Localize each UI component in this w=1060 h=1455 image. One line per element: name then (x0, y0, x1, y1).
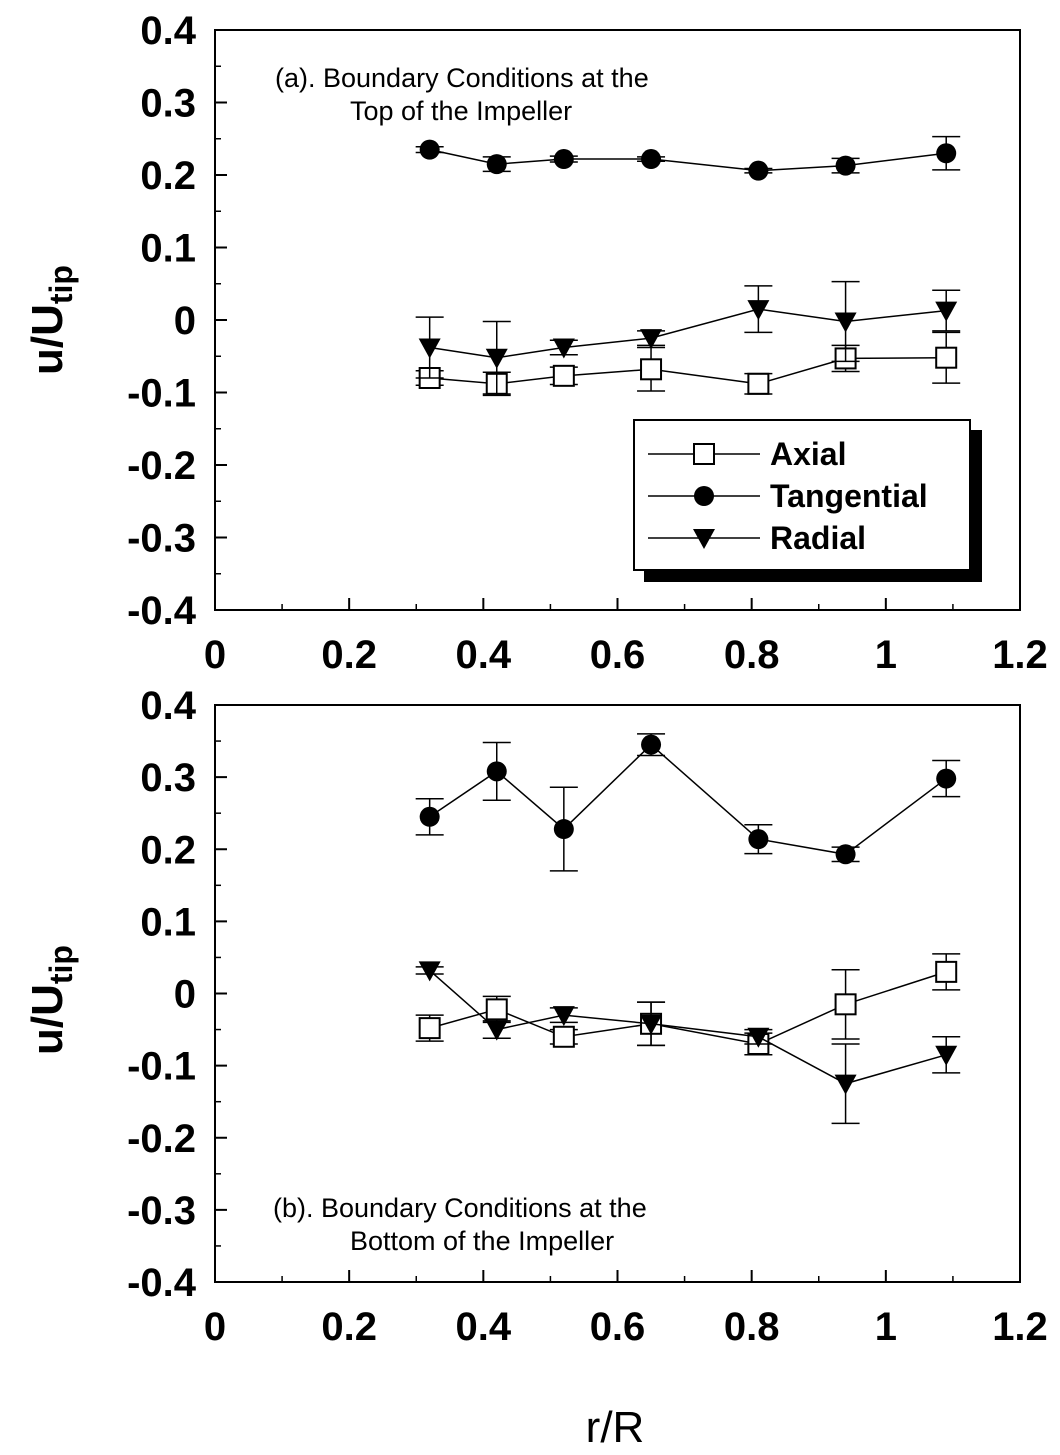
legend-label-radial: Radial (770, 520, 866, 556)
data-point (835, 844, 856, 865)
y-axis-label-main: u/U (23, 304, 72, 375)
data-point (747, 300, 770, 321)
series-line (429, 969, 947, 1085)
x-tick-label: 0.8 (724, 633, 780, 677)
data-point (553, 149, 574, 170)
y-axis-label: u/Utip (23, 265, 79, 375)
data-point (418, 338, 441, 359)
y-tick-label: -0.1 (127, 1045, 196, 1089)
data-point (641, 149, 662, 170)
panel-annotation-line1: (a). Boundary Conditions at the (275, 63, 649, 93)
y-tick-label: 0 (174, 973, 196, 1017)
data-point (935, 1045, 958, 1066)
x-tick-label: 0.6 (590, 633, 646, 677)
data-point (553, 819, 574, 840)
data-point (936, 768, 957, 789)
data-point (834, 1074, 857, 1095)
series-line (429, 308, 947, 359)
panel-b-bottom-of-impeller: 0.40.30.20.10-0.1-0.2-0.3-0.40 0.2 0.4 0.6 0… (23, 684, 1048, 1349)
y-axis-label: u/Utip (23, 945, 79, 1055)
x-tick-label: 1 (875, 1305, 897, 1349)
data-point (747, 1027, 770, 1048)
data-point (419, 806, 440, 827)
data-point (641, 734, 662, 755)
x-tick-label: 1.2 (992, 1305, 1048, 1349)
series-radial (415, 280, 961, 395)
data-point (552, 364, 575, 387)
y-tick-label: -0.2 (127, 444, 196, 488)
series-radial (415, 961, 961, 1125)
series-tangential (415, 733, 961, 872)
y-tick-label: -0.3 (127, 517, 196, 561)
y-axis-label-subscript: tip (43, 265, 79, 304)
data-point (835, 155, 856, 176)
legend-label-axial: Axial (770, 436, 846, 472)
x-axis-label: r/R (586, 1403, 645, 1452)
y-tick-label: 0.3 (140, 756, 196, 800)
y-tick-label: -0.2 (127, 1117, 196, 1161)
y-tick-label: -0.1 (127, 372, 196, 416)
data-point (552, 338, 575, 359)
x-tick-label: 1 (875, 633, 897, 677)
data-point (935, 960, 958, 983)
data-point (552, 1025, 575, 1048)
y-tick-label: 0 (174, 299, 196, 343)
x-tick-label: 0 (204, 633, 226, 677)
series-line (429, 148, 947, 172)
x-tick-label: 1.2 (992, 633, 1048, 677)
legend-marker-tangential (694, 486, 714, 506)
y-tick-label: 0.4 (140, 9, 196, 53)
legend-marker-axial (693, 443, 715, 465)
y-tick-label: 0.1 (140, 900, 196, 944)
data-point (747, 372, 770, 395)
data-point (486, 154, 507, 175)
data-point (419, 139, 440, 160)
y-tick-label: -0.4 (127, 1261, 197, 1305)
data-point (748, 829, 769, 850)
data-point (485, 998, 508, 1021)
data-point (640, 358, 663, 381)
x-tick-label: 0 (204, 1305, 226, 1349)
data-point (418, 1017, 441, 1040)
x-tick-label: 0.4 (456, 633, 512, 677)
data-point (936, 143, 957, 164)
y-axis-label-main: u/U (23, 984, 72, 1055)
x-tick-label: 0.8 (724, 1305, 780, 1349)
legend-marker-radial (693, 529, 715, 549)
legend-box (633, 419, 971, 571)
x-tick-label: 0.6 (590, 1305, 646, 1349)
panel-annotation-line1: (b). Boundary Conditions at the (273, 1193, 647, 1223)
data-point (485, 1020, 508, 1041)
series-axial (415, 953, 961, 1056)
data-point (640, 329, 663, 350)
data-point (418, 961, 441, 982)
y-tick-label: 0.4 (140, 684, 196, 728)
data-point (486, 761, 507, 782)
x-tick-label: 0.2 (321, 633, 377, 677)
legend-label-tangential: Tangential (770, 478, 928, 514)
data-point (640, 1014, 663, 1035)
y-tick-label: -0.3 (127, 1189, 196, 1233)
data-point (935, 301, 958, 322)
y-tick-label: 0.3 (140, 82, 196, 126)
x-tick-label: 0.4 (456, 1305, 512, 1349)
y-tick-label: 0.2 (140, 828, 196, 872)
legend: Axial Tangential Radial (633, 419, 982, 582)
y-tick-label: -0.4 (127, 589, 197, 633)
panel-annotation-line2: Bottom of the Impeller (350, 1226, 614, 1256)
data-point (552, 1006, 575, 1027)
series-tangential (415, 135, 961, 181)
data-point (748, 160, 769, 181)
y-tick-label: 0.2 (140, 154, 196, 198)
panel-a-top-of-impeller: 0.40.30.20.10-0.1-0.2-0.3-0.40 0.2 0.4 0.6 0… (23, 9, 1048, 677)
data-point (485, 348, 508, 369)
data-point (834, 993, 857, 1016)
panel-annotation-line2: Top of the Impeller (350, 96, 572, 126)
data-point (935, 346, 958, 369)
x-tick-label: 0.2 (321, 1305, 377, 1349)
data-point (834, 312, 857, 333)
y-tick-label: 0.1 (140, 227, 196, 271)
y-axis-label-subscript: tip (43, 945, 79, 984)
